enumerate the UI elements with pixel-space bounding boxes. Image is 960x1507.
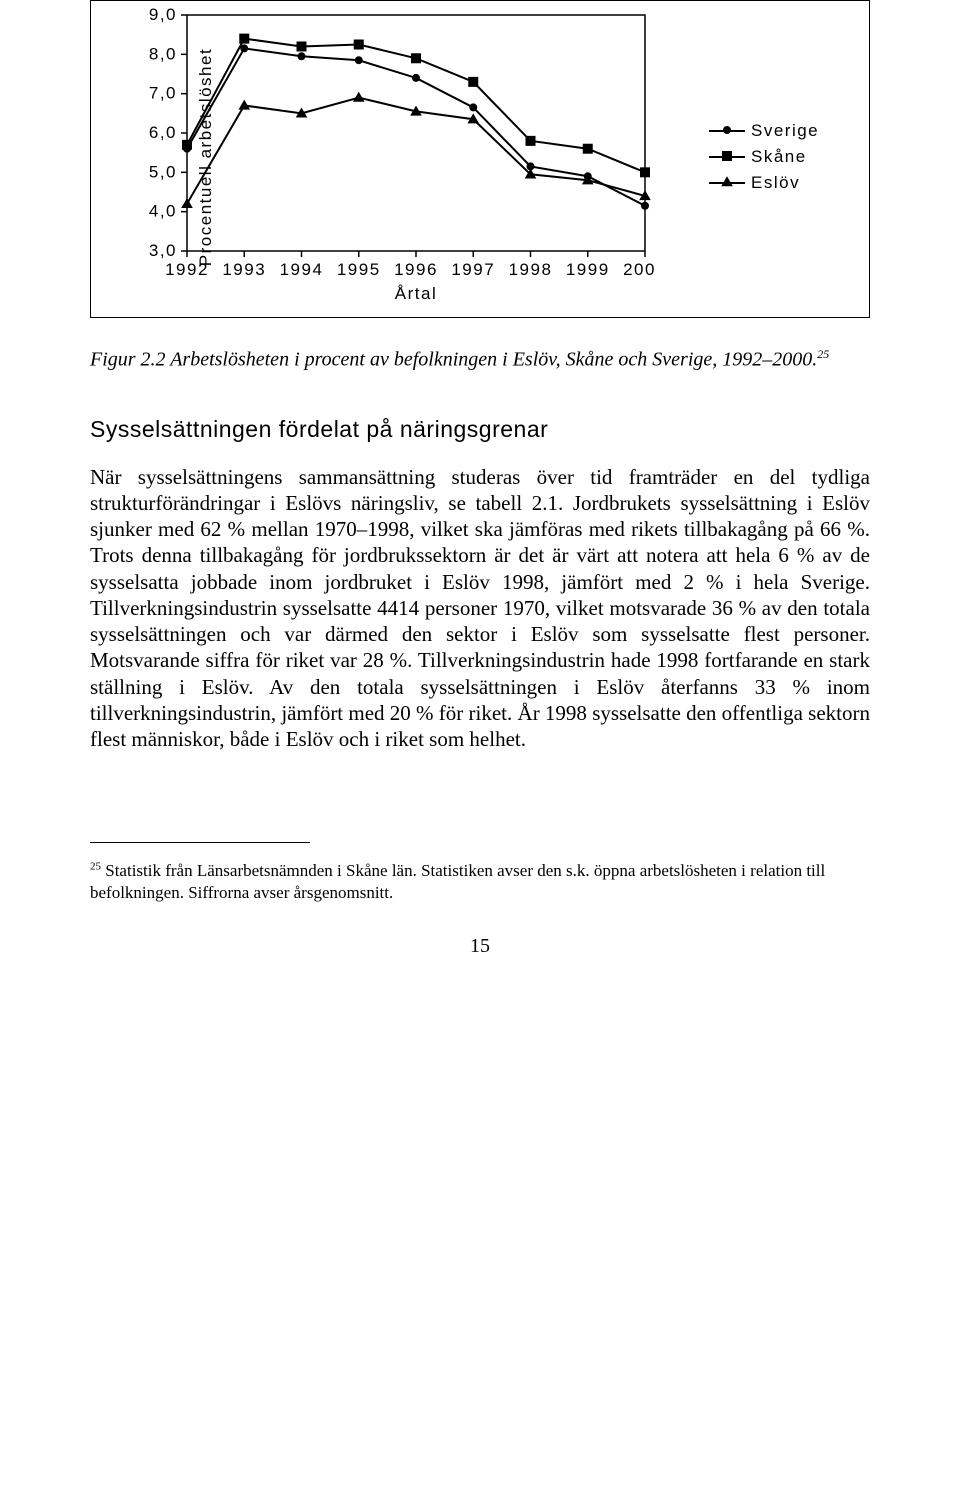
svg-text:1996: 1996 [394,260,438,279]
svg-text:1999: 1999 [566,260,610,279]
svg-text:6,0: 6,0 [149,123,177,142]
svg-text:5,0: 5,0 [149,162,177,181]
legend-entry: Eslöv [709,173,819,193]
legend: Sverige Skåne Eslöv [701,7,859,307]
page: Procentuell arbetslöshet 3,0 4,0 5,0 6,0 7,0… [0,0,960,998]
legend-label: Skåne [751,147,807,167]
svg-text:2000: 2000 [623,260,655,279]
legend-line-icon [709,130,745,132]
svg-text:1993: 1993 [222,260,266,279]
figure-caption-text: Figur 2.2 Arbetslösheten i procent av be… [90,349,817,371]
svg-text:7,0: 7,0 [149,84,177,103]
svg-text:9,0: 9,0 [149,7,177,24]
svg-text:1997: 1997 [451,260,495,279]
legend-list: Sverige Skåne Eslöv [709,115,819,199]
legend-line-icon [709,182,745,184]
footnote-ref: 25 [90,861,101,873]
body-paragraph: När sysselsättningens sammansättning stu… [90,464,870,753]
svg-text:1998: 1998 [509,260,553,279]
chart-frame: Procentuell arbetslöshet 3,0 4,0 5,0 6,0 7,0… [90,0,870,318]
page-number: 15 [90,935,870,958]
figure-caption-ref: 25 [817,347,829,361]
svg-text:1995: 1995 [337,260,381,279]
y-axis-label: Procentuell arbetslöshet [196,48,216,266]
figure-caption: Figur 2.2 Arbetslösheten i procent av be… [90,346,870,374]
legend-label: Eslöv [751,173,800,193]
legend-entry: Sverige [709,121,819,141]
chart-flex: Procentuell arbetslöshet 3,0 4,0 5,0 6,0 7,0… [97,7,859,307]
section-heading: Sysselsättningen fördelat på näringsgren… [90,416,870,443]
legend-label: Sverige [751,121,819,141]
svg-text:3,0: 3,0 [149,241,177,260]
footnote: 25 Statistik från Länsarbetsnämnden i Sk… [90,860,870,903]
footnote-text: Statistik från Länsarbetsnämnden i Skåne… [90,861,825,901]
svg-text:Årtal: Årtal [395,284,437,303]
svg-text:4,0: 4,0 [149,202,177,221]
svg-text:8,0: 8,0 [149,44,177,63]
svg-text:1994: 1994 [280,260,324,279]
legend-line-icon [709,156,745,158]
y-axis-label-wrap: Procentuell arbetslöshet [97,7,125,307]
legend-entry: Skåne [709,147,819,167]
footnote-rule [90,842,310,843]
